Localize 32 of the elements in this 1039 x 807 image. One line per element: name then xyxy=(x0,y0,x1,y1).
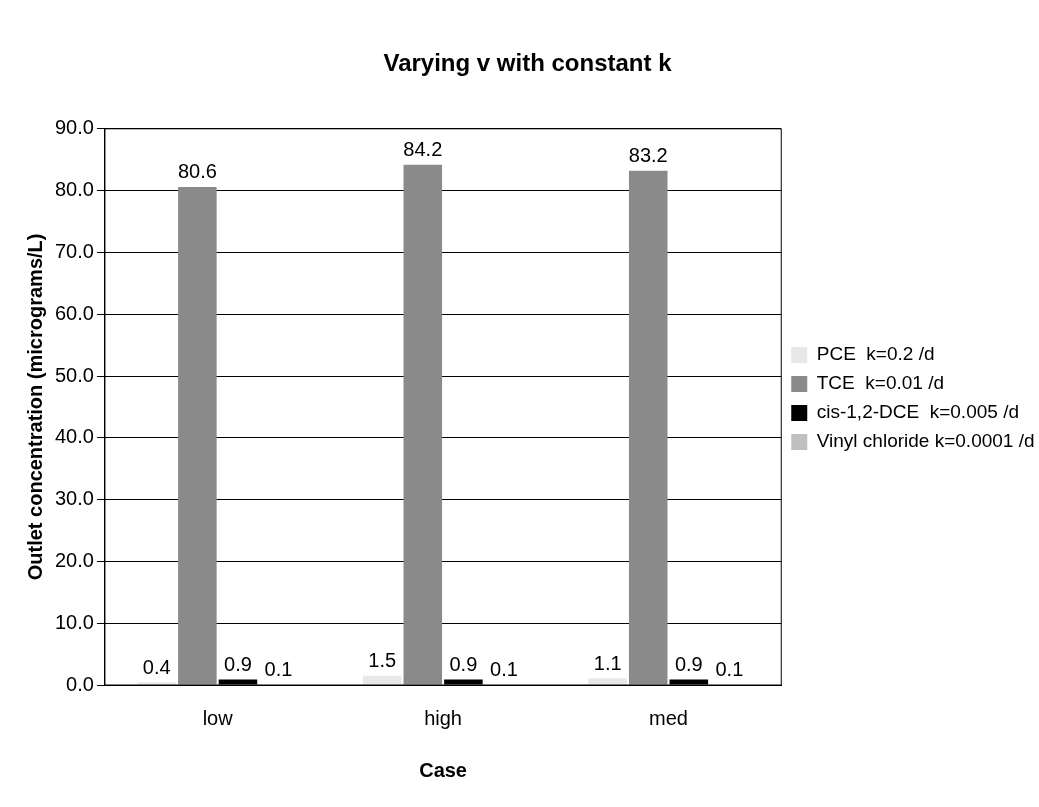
x-tick-label: low xyxy=(202,706,234,729)
y-axis-title: Outlet concentration (micrograms/L) xyxy=(23,233,46,581)
y-tick-label: 80.0 xyxy=(54,178,94,201)
data-label: 84.2 xyxy=(403,138,443,161)
data-label: 83.2 xyxy=(628,144,668,167)
data-label: 80.6 xyxy=(177,160,217,183)
y-tick-label: 60.0 xyxy=(54,301,94,324)
data-label: 1.1 xyxy=(593,651,622,674)
x-axis-title: Case xyxy=(419,758,467,781)
legend-label: PCE k=0.2 /d xyxy=(816,343,935,365)
data-label: 0.1 xyxy=(715,657,744,680)
y-tick-label: 90.0 xyxy=(54,116,94,139)
legend-label: cis-1,2-DCE k=0.005 /d xyxy=(816,401,1019,423)
x-tick-label: high xyxy=(424,706,462,729)
y-tick-label: 30.0 xyxy=(54,487,94,510)
y-tick-label: 20.0 xyxy=(54,548,94,571)
data-label: 0.9 xyxy=(224,652,252,675)
chart-title: Varying v with constant k xyxy=(383,49,673,77)
y-tick-label: 70.0 xyxy=(54,239,94,262)
data-label: 0.4 xyxy=(142,656,171,679)
data-label: 0.1 xyxy=(490,657,518,680)
legend-label: TCE k=0.01 /d xyxy=(816,372,945,394)
legend-label: Vinyl chloride k=0.0001 /d xyxy=(816,430,1035,452)
y-tick-label: 0.0 xyxy=(66,672,94,695)
y-tick-label: 40.0 xyxy=(54,425,94,448)
x-tick-label: med xyxy=(649,706,688,729)
y-tick-label: 50.0 xyxy=(54,363,94,386)
data-label: 0.1 xyxy=(264,657,293,680)
y-tick-label: 10.0 xyxy=(54,610,94,633)
data-label: 0.9 xyxy=(449,652,478,675)
data-label: 1.5 xyxy=(368,649,397,672)
data-label: 0.9 xyxy=(674,652,703,675)
